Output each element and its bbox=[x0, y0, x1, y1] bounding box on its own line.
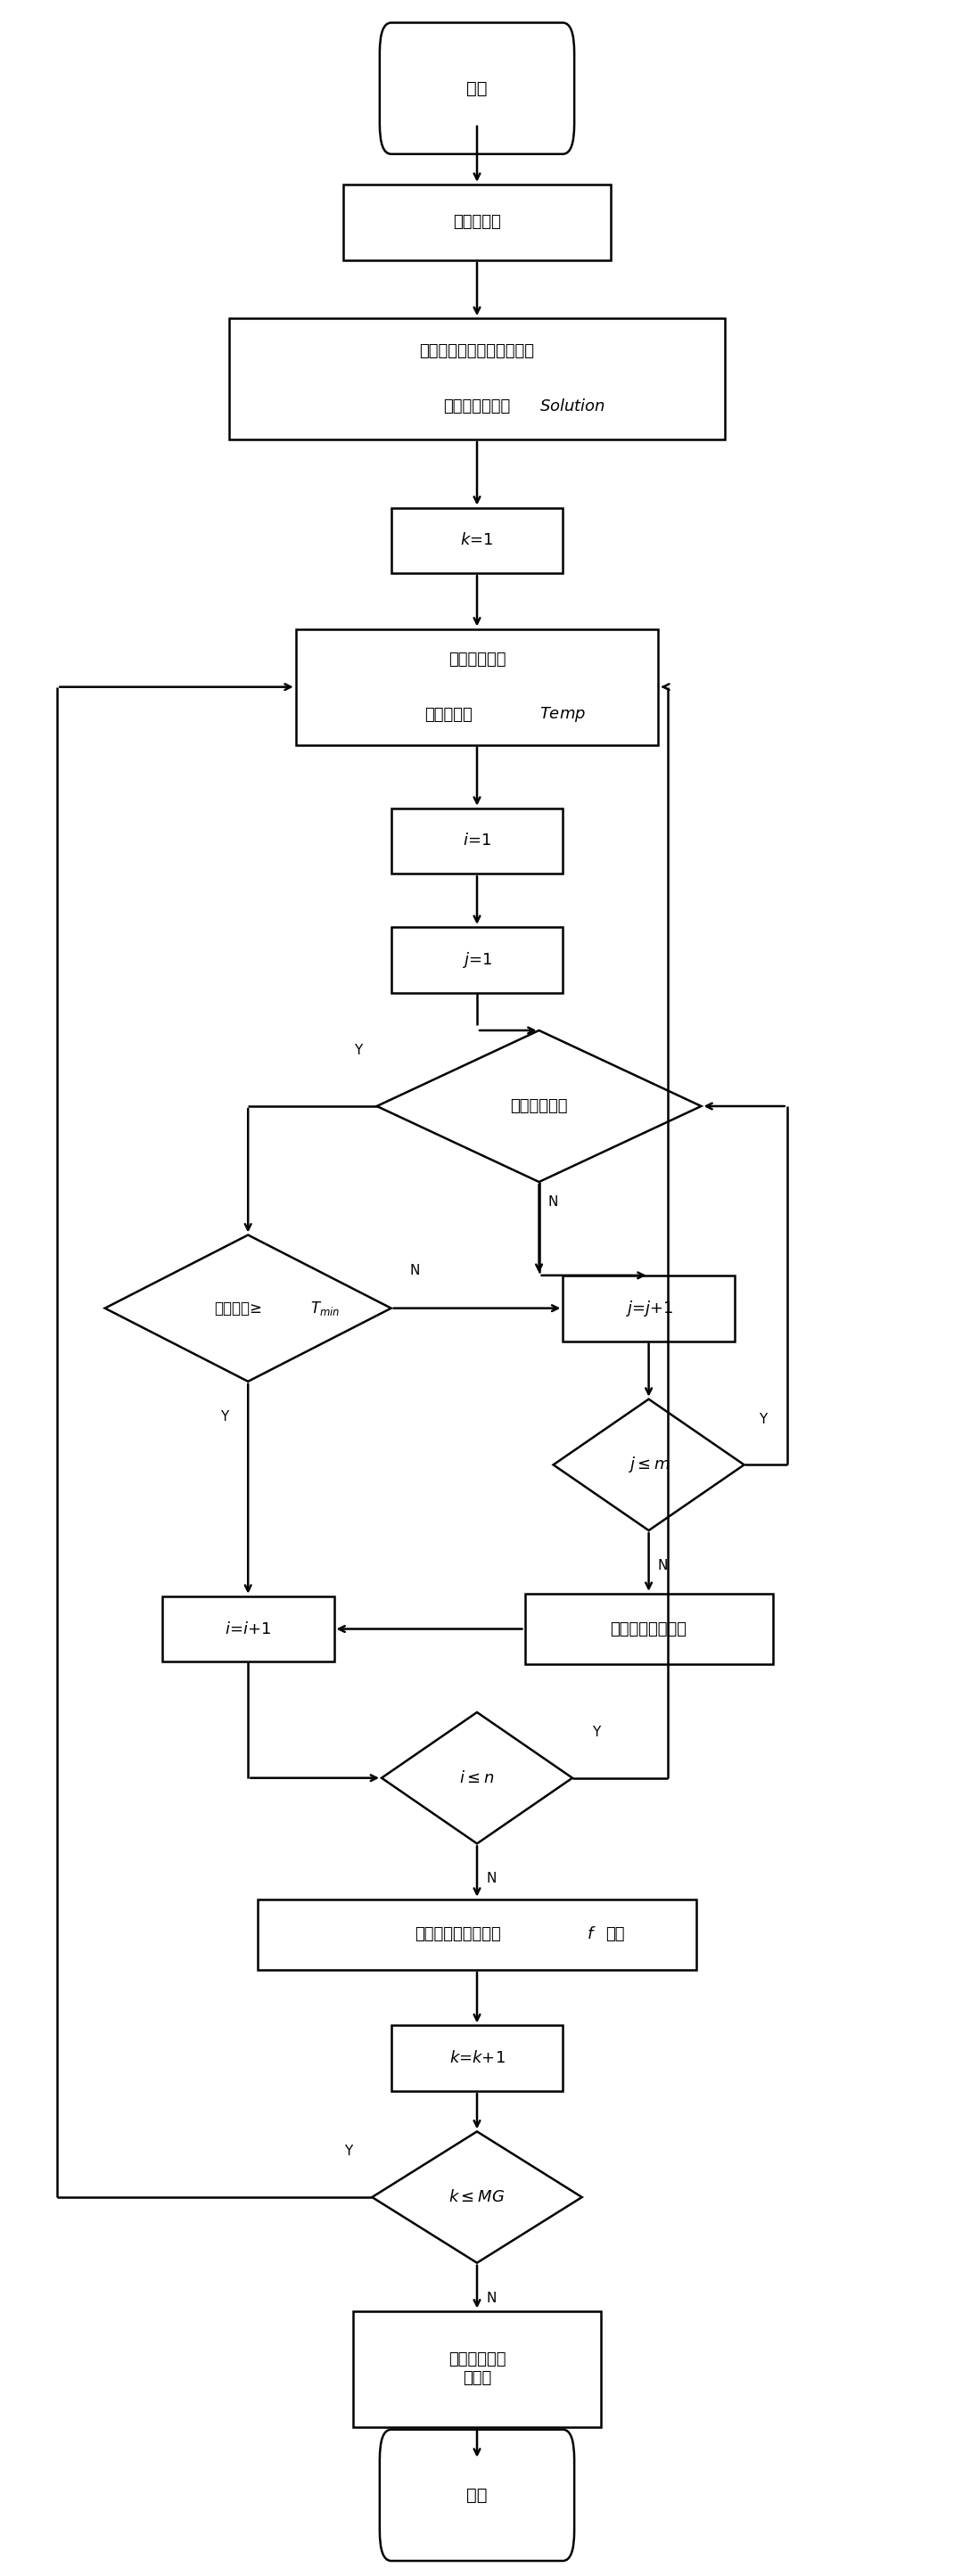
Bar bbox=[162, 1597, 334, 1662]
Bar bbox=[391, 2025, 563, 2092]
Text: 输出最优目标
函数值: 输出最优目标 函数值 bbox=[448, 2352, 506, 2385]
Text: $k\leq MG$: $k\leq MG$ bbox=[449, 2190, 505, 2205]
Bar bbox=[296, 629, 658, 744]
Text: 按到达时间从早到晚的顺序: 按到达时间从早到晚的顺序 bbox=[420, 343, 534, 358]
Bar bbox=[391, 809, 563, 873]
Text: N: N bbox=[658, 1558, 668, 1571]
Text: Y: Y bbox=[592, 1726, 600, 1739]
Text: $i\leq n$: $i\leq n$ bbox=[460, 1770, 494, 1785]
Text: 对航班进行排序: 对航班进行排序 bbox=[444, 399, 510, 415]
Text: 属性匹配成功: 属性匹配成功 bbox=[510, 1097, 568, 1115]
Text: 时间间隔≥: 时间间隔≥ bbox=[215, 1301, 262, 1316]
Bar bbox=[229, 319, 725, 440]
Text: 初始化参数: 初始化参数 bbox=[453, 214, 501, 229]
Text: 开始: 开始 bbox=[467, 80, 487, 98]
Text: 停机位序列: 停机位序列 bbox=[425, 706, 472, 724]
Text: $j\leq m$: $j\leq m$ bbox=[628, 1455, 670, 1473]
Text: 计算目标函数值并对: 计算目标函数值并对 bbox=[415, 1927, 501, 1942]
Polygon shape bbox=[372, 2130, 582, 2262]
Text: N: N bbox=[549, 1195, 558, 1208]
Polygon shape bbox=[105, 1234, 391, 1381]
Text: $j$=$j$+1: $j$=$j$+1 bbox=[625, 1298, 673, 1319]
Text: 分配到临时停机坪: 分配到临时停机坪 bbox=[611, 1620, 687, 1636]
Text: $i$=1: $i$=1 bbox=[463, 832, 491, 850]
Text: $k$=$k$+1: $k$=$k$+1 bbox=[449, 2050, 505, 2066]
Text: $\it{Solution}$: $\it{Solution}$ bbox=[539, 399, 605, 415]
Bar bbox=[391, 927, 563, 992]
Text: N: N bbox=[410, 1265, 420, 1278]
Bar bbox=[343, 185, 611, 260]
Bar bbox=[353, 2311, 601, 2427]
FancyBboxPatch shape bbox=[380, 2429, 574, 2561]
Text: N: N bbox=[487, 2293, 496, 2306]
Text: $T_{min}$: $T_{min}$ bbox=[310, 1298, 340, 1316]
Text: N: N bbox=[487, 1873, 496, 1886]
Polygon shape bbox=[553, 1399, 744, 1530]
Text: 随机排序得到: 随机排序得到 bbox=[448, 652, 506, 667]
Text: Y: Y bbox=[220, 1409, 228, 1425]
Bar bbox=[563, 1275, 735, 1342]
Text: $j$=1: $j$=1 bbox=[462, 951, 492, 969]
Text: $\it{Temp}$: $\it{Temp}$ bbox=[539, 706, 586, 724]
Bar bbox=[391, 507, 563, 574]
Text: Y: Y bbox=[759, 1412, 767, 1427]
Text: Y: Y bbox=[354, 1043, 362, 1056]
Text: 结束: 结束 bbox=[467, 2486, 487, 2504]
Bar bbox=[525, 1595, 773, 1664]
Text: 更新: 更新 bbox=[606, 1927, 625, 1942]
Polygon shape bbox=[377, 1030, 701, 1182]
Polygon shape bbox=[382, 1713, 572, 1844]
Text: Y: Y bbox=[344, 2146, 352, 2159]
Text: $f$: $f$ bbox=[587, 1927, 596, 1942]
Text: $i$=$i$+1: $i$=$i$+1 bbox=[225, 1620, 271, 1636]
Bar bbox=[258, 1899, 696, 1971]
FancyBboxPatch shape bbox=[380, 23, 574, 155]
Text: $k$=1: $k$=1 bbox=[461, 533, 493, 549]
